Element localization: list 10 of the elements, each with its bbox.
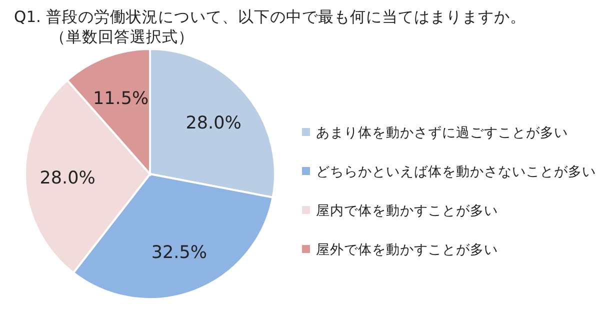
chart-title: Q1. 普段の労働状況について、以下の中で最も何に当てはまりますか。 (14, 8, 526, 26)
legend-label: 屋外で体を動かすことが多い (316, 242, 498, 258)
legend-label: あまり体を動かさずに過ごすことが多い (316, 125, 568, 141)
data-label: 11.5% (93, 88, 149, 109)
legend-label: 屋内で体を動かすことが多い (316, 203, 498, 219)
data-label: 28.0% (186, 113, 242, 134)
legend-label: どちらかといえば体を動かさないことが多い (316, 164, 596, 180)
data-label: 32.5% (151, 243, 207, 264)
chart-subtitle: （単数回答選択式） (50, 28, 194, 46)
data-label: 28.0% (40, 168, 96, 189)
